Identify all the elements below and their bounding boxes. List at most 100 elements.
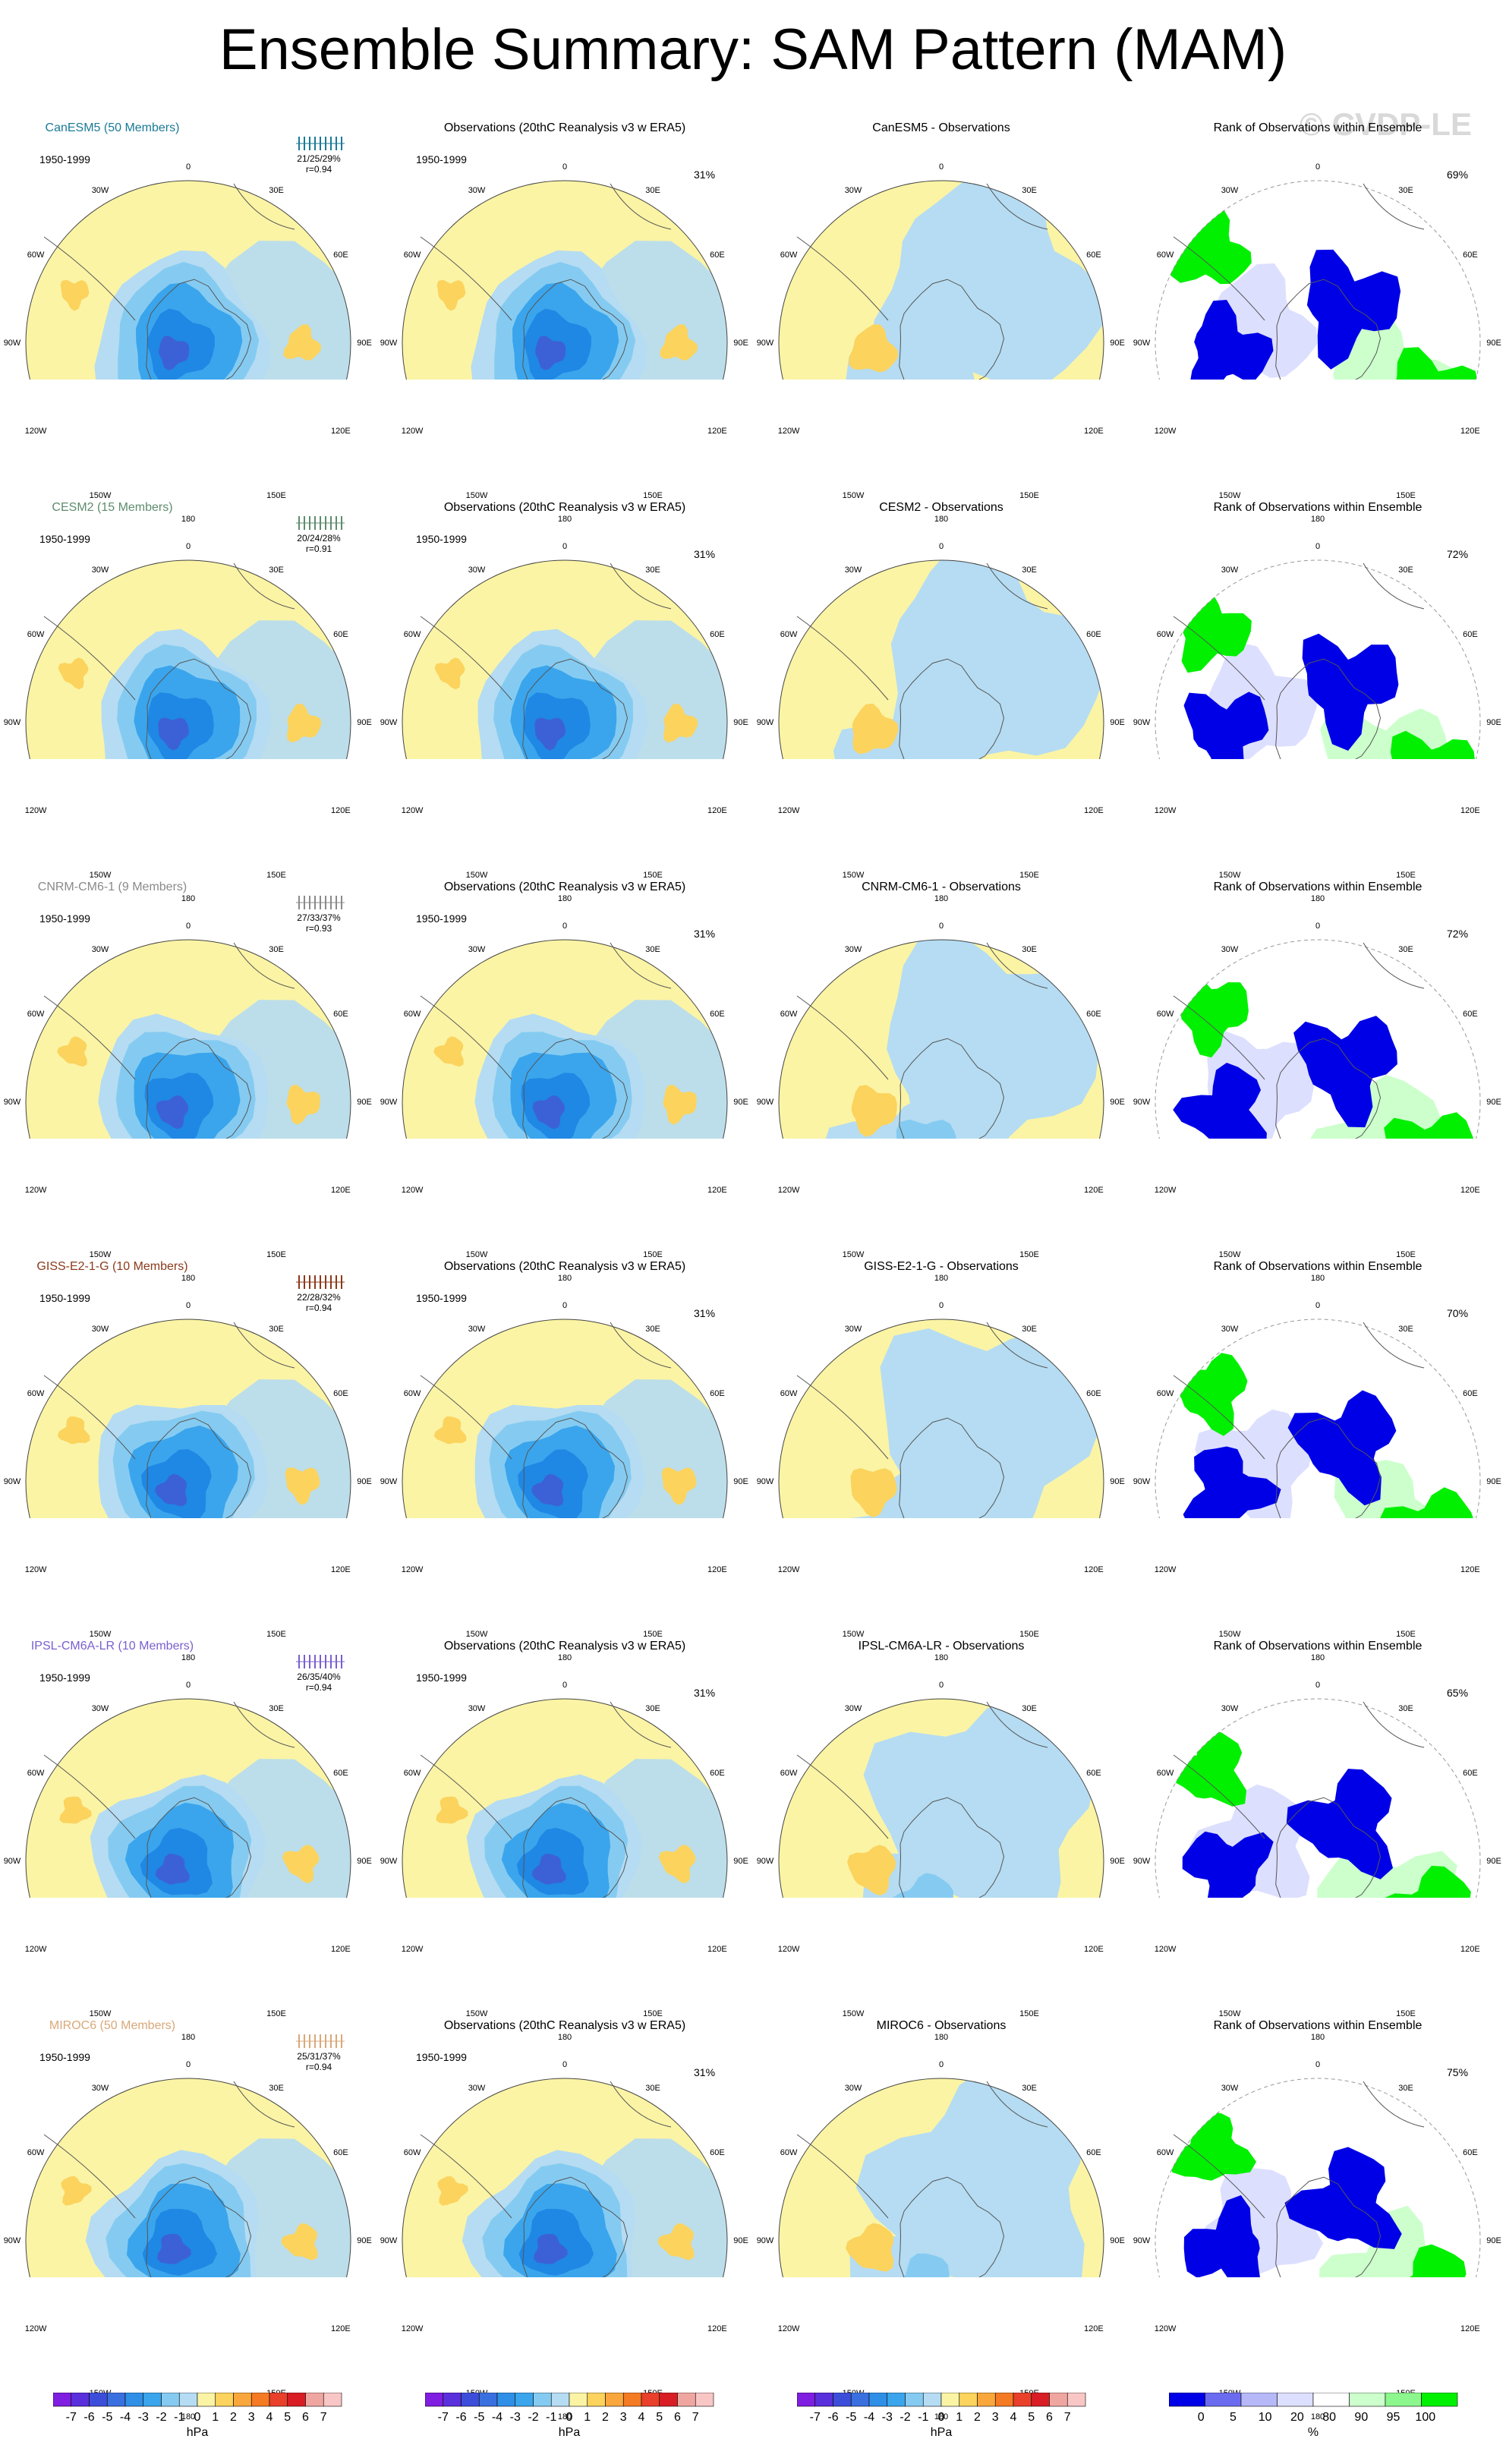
longitude-label: 150W [465, 2009, 488, 2018]
colorbar-swatch [814, 2393, 833, 2407]
longitude-label: 0 [938, 1301, 944, 1310]
longitude-label: 90E [733, 1857, 748, 1866]
longitude-label: 90W [1133, 1098, 1151, 1107]
longitude-label: 30W [468, 566, 486, 575]
diff-panel: CNRM-CM6-1 - Observations 0 30E 60E 90E 120E 1… [753, 759, 1130, 1283]
longitude-label: 90E [1486, 2236, 1501, 2245]
colorbar-swatch [287, 2393, 306, 2407]
longitude-label: 90E [1486, 718, 1501, 727]
longitude-label: 30E [1022, 2084, 1037, 2094]
longitude-label: 60W [1156, 250, 1174, 260]
colorbar-swatch [215, 2393, 234, 2407]
polar-map [778, 939, 1104, 1139]
longitude-label: 60W [780, 630, 798, 639]
longitude-label: 180 [181, 515, 196, 524]
longitude-label: 60E [710, 1389, 725, 1398]
longitude-label: 180 [181, 894, 196, 903]
panel-title: GISS-E2-1-G - Observations [864, 1260, 1019, 1273]
polar-map [402, 939, 728, 1139]
longitude-label: 150W [1218, 1249, 1241, 1259]
colorbar-tick: 4 [638, 2411, 645, 2424]
longitude-label: 90W [756, 1857, 774, 1866]
longitude-label: 0 [562, 2060, 568, 2069]
longitude-label: 120E [1460, 1186, 1480, 1195]
longitude-label: 150E [1396, 1249, 1416, 1259]
longitude-label: 60W [27, 2148, 45, 2157]
longitude-label: 0 [562, 1681, 568, 1690]
longitude-label: 30W [91, 186, 109, 196]
longitude-label: 30W [468, 1325, 486, 1334]
longitude-label: 120W [777, 1565, 800, 1574]
panel-title: Observations (20thC Reanalysis v3 w ERA5… [443, 501, 686, 514]
polar-map [25, 939, 351, 1139]
longitude-label: 120W [1154, 1565, 1177, 1574]
colorbar-swatch [233, 2393, 252, 2407]
longitude-label: 90W [380, 1477, 398, 1486]
colorbar-tick: -4 [119, 2411, 131, 2424]
longitude-label: 90E [1486, 1857, 1501, 1866]
longitude-label: 150E [1019, 1629, 1039, 1639]
panel-title: Rank of Observations within Ensemble [1213, 1260, 1423, 1273]
panel-title: GISS-E2-1-G (10 Members) [36, 1260, 188, 1273]
colorbar-swatch [53, 2393, 72, 2407]
period-label: 1950-1999 [39, 153, 90, 165]
longitude-label: 120E [1084, 1186, 1104, 1195]
longitude-label: 90E [357, 718, 372, 727]
explained-variance-label: 31% [694, 1307, 716, 1319]
longitude-label: 120E [1084, 806, 1104, 815]
longitude-label: 60W [1156, 630, 1174, 639]
colorbar-tick: -5 [846, 2411, 857, 2424]
ensemble-stats: 25/31/37% r=0.94 [288, 2051, 349, 2072]
period-label: 1950-1999 [39, 1292, 90, 1304]
rank-percent-label: 75% [1447, 2066, 1469, 2078]
longitude-label: 30E [1022, 186, 1037, 196]
longitude-label: 90E [1486, 1098, 1501, 1107]
longitude-label: 180 [934, 1653, 949, 1662]
longitude-label: 90E [1486, 339, 1501, 348]
period-label: 1950-1999 [39, 912, 90, 925]
ensemble-percentiles: 22/28/32% [297, 1292, 341, 1303]
longitude-label: 120E [707, 2324, 727, 2333]
longitude-label: 90E [1110, 1098, 1125, 1107]
longitude-label: 120W [24, 1186, 47, 1195]
colorbar-swatch [269, 2393, 288, 2407]
longitude-label: 180 [1310, 2033, 1325, 2042]
colorbar-tick: -5 [102, 2411, 113, 2424]
colorbar-swatch [496, 2393, 516, 2407]
longitude-label: 90W [756, 2236, 774, 2245]
rank-panel: Rank of Observations within Ensemble 75% 0… [1130, 1898, 1506, 2421]
colorbar-swatch [922, 2393, 942, 2407]
longitude-label: 60E [333, 630, 348, 639]
longitude-label: 90W [380, 718, 398, 727]
longitude-label: 150W [89, 870, 112, 880]
longitude-label: 150W [1218, 490, 1241, 500]
colorbar-swatch [1421, 2393, 1458, 2407]
colorbar-tick: 7 [1063, 2411, 1071, 2424]
longitude-label: 120E [331, 806, 351, 815]
longitude-label: 120E [1460, 427, 1480, 436]
longitude-label: 60E [710, 630, 725, 639]
polar-map [25, 1698, 351, 1898]
polar-map [1155, 939, 1481, 1139]
longitude-label: 120E [707, 427, 727, 436]
longitude-label: 60E [710, 2148, 725, 2157]
colorbar-tick: -4 [863, 2411, 875, 2424]
longitude-label: 150W [465, 870, 488, 880]
longitude-label: 90E [357, 1477, 372, 1486]
longitude-label: 150E [1019, 1249, 1039, 1259]
longitude-label: 120E [331, 1565, 351, 1574]
longitude-label: 60W [403, 1769, 421, 1778]
polar-map [1155, 1698, 1481, 1898]
longitude-label: 150W [465, 1249, 488, 1259]
longitude-label: 30W [91, 566, 109, 575]
longitude-label: 90W [1133, 718, 1151, 727]
longitude-label: 90E [357, 1098, 372, 1107]
colorbar-swatches [797, 2393, 1086, 2407]
longitude-label: 90W [3, 2236, 21, 2245]
longitude-label: 90E [733, 2236, 748, 2245]
longitude-label: 0 [185, 162, 191, 172]
longitude-label: 150W [842, 1249, 865, 1259]
explained-variance-label: 31% [694, 928, 716, 940]
colorbar-swatch [659, 2393, 678, 2407]
colorbar-tick: -6 [827, 2411, 839, 2424]
